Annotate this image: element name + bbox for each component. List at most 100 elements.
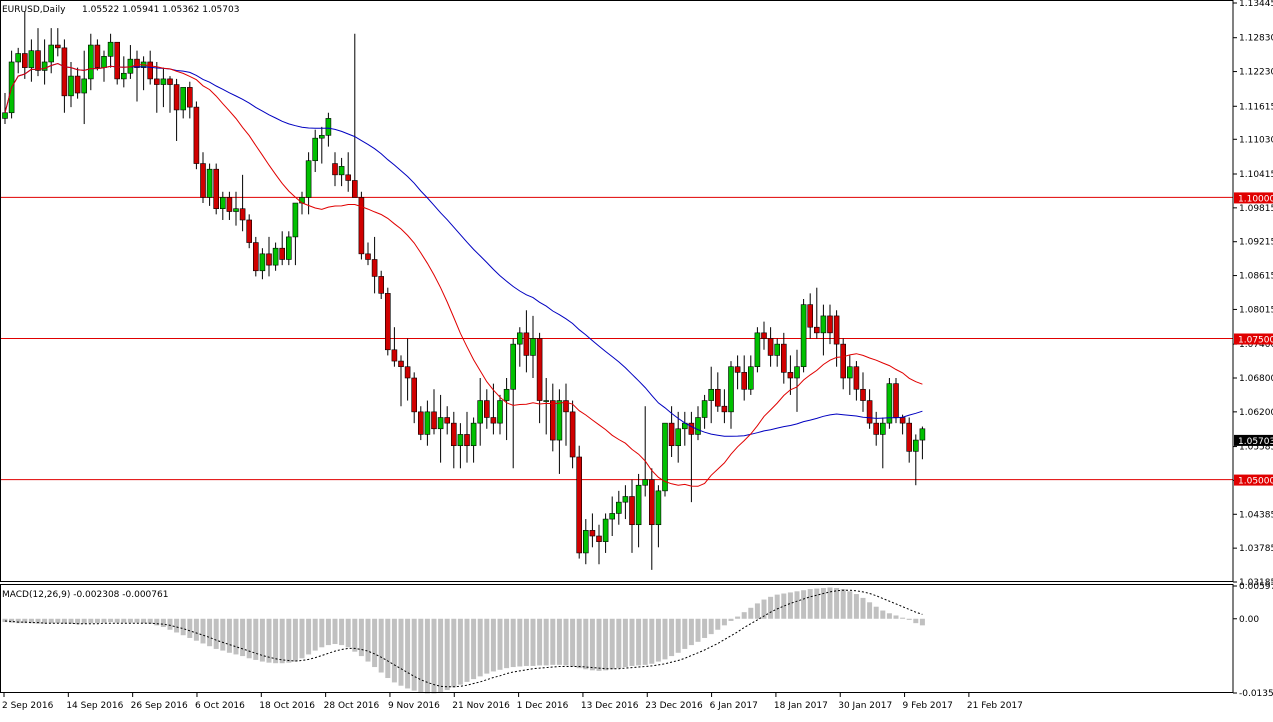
bull-candle[interactable] bbox=[656, 491, 661, 525]
bear-candle[interactable] bbox=[861, 389, 866, 400]
bear-candle[interactable] bbox=[590, 530, 595, 536]
bear-candle[interactable] bbox=[36, 51, 41, 71]
bull-candle[interactable] bbox=[729, 367, 734, 412]
bear-candle[interactable] bbox=[451, 423, 456, 446]
bull-candle[interactable] bbox=[102, 56, 107, 67]
bear-candle[interactable] bbox=[874, 423, 879, 434]
bear-candle[interactable] bbox=[352, 180, 357, 197]
bear-candle[interactable] bbox=[570, 412, 575, 457]
bear-candle[interactable] bbox=[412, 378, 417, 412]
bull-candle[interactable] bbox=[610, 513, 615, 519]
bull-candle[interactable] bbox=[795, 367, 800, 378]
bull-candle[interactable] bbox=[458, 434, 463, 445]
bear-candle[interactable] bbox=[280, 248, 285, 259]
bull-candle[interactable] bbox=[306, 161, 311, 198]
bull-candle[interactable] bbox=[775, 344, 780, 355]
bear-candle[interactable] bbox=[247, 220, 252, 243]
bull-candle[interactable] bbox=[108, 42, 113, 56]
bull-candle[interactable] bbox=[643, 480, 648, 486]
bear-candle[interactable] bbox=[148, 62, 153, 79]
bull-candle[interactable] bbox=[557, 401, 562, 441]
bear-candle[interactable] bbox=[491, 417, 496, 423]
bull-candle[interactable] bbox=[504, 389, 509, 400]
bull-candle[interactable] bbox=[709, 389, 714, 400]
bear-candle[interactable] bbox=[537, 338, 542, 400]
bull-candle[interactable] bbox=[821, 316, 826, 333]
bear-candle[interactable] bbox=[742, 372, 747, 389]
bull-candle[interactable] bbox=[623, 497, 628, 503]
bear-candle[interactable] bbox=[689, 423, 694, 434]
bear-candle[interactable] bbox=[346, 175, 351, 181]
bear-candle[interactable] bbox=[445, 417, 450, 423]
bear-candle[interactable] bbox=[828, 316, 833, 333]
bull-candle[interactable] bbox=[702, 401, 707, 418]
bear-candle[interactable] bbox=[669, 423, 674, 446]
bear-candle[interactable] bbox=[524, 333, 529, 356]
bear-candle[interactable] bbox=[392, 350, 397, 361]
bull-candle[interactable] bbox=[425, 412, 430, 435]
bear-candle[interactable] bbox=[201, 164, 206, 198]
bear-candle[interactable] bbox=[22, 54, 27, 68]
bear-candle[interactable] bbox=[333, 164, 338, 175]
bull-candle[interactable] bbox=[207, 169, 212, 197]
bear-candle[interactable] bbox=[115, 42, 120, 79]
bear-candle[interactable] bbox=[253, 243, 258, 271]
bull-candle[interactable] bbox=[531, 338, 536, 355]
bull-candle[interactable] bbox=[339, 166, 344, 174]
bear-candle[interactable] bbox=[907, 423, 912, 451]
bear-candle[interactable] bbox=[399, 361, 404, 367]
bear-candle[interactable] bbox=[550, 401, 555, 441]
bear-candle[interactable] bbox=[577, 457, 582, 553]
bear-candle[interactable] bbox=[418, 412, 423, 435]
bull-candle[interactable] bbox=[471, 423, 476, 446]
bear-candle[interactable] bbox=[854, 367, 859, 390]
bear-candle[interactable] bbox=[432, 412, 437, 429]
bull-candle[interactable] bbox=[326, 118, 331, 135]
bull-candle[interactable] bbox=[293, 203, 298, 237]
bull-candle[interactable] bbox=[438, 417, 443, 428]
bull-candle[interactable] bbox=[748, 367, 753, 390]
bull-candle[interactable] bbox=[181, 87, 186, 110]
bear-candle[interactable] bbox=[135, 59, 140, 67]
bear-candle[interactable] bbox=[900, 417, 905, 423]
bear-candle[interactable] bbox=[808, 305, 813, 328]
bear-candle[interactable] bbox=[894, 384, 899, 418]
bear-candle[interactable] bbox=[867, 401, 872, 424]
bull-candle[interactable] bbox=[801, 305, 806, 367]
bear-candle[interactable] bbox=[55, 45, 60, 48]
bull-candle[interactable] bbox=[16, 54, 21, 62]
bull-candle[interactable] bbox=[29, 51, 34, 68]
bear-candle[interactable] bbox=[781, 344, 786, 372]
bull-candle[interactable] bbox=[161, 79, 166, 85]
bear-candle[interactable] bbox=[379, 276, 384, 293]
bull-candle[interactable] bbox=[3, 113, 8, 119]
bear-candle[interactable] bbox=[484, 401, 489, 418]
bull-candle[interactable] bbox=[696, 417, 701, 434]
bull-candle[interactable] bbox=[234, 209, 239, 212]
bear-candle[interactable] bbox=[385, 293, 390, 349]
bull-candle[interactable] bbox=[517, 333, 522, 344]
bull-candle[interactable] bbox=[273, 248, 278, 265]
bear-candle[interactable] bbox=[788, 372, 793, 378]
bull-candle[interactable] bbox=[313, 138, 318, 161]
bear-candle[interactable] bbox=[240, 209, 245, 220]
bull-candle[interactable] bbox=[121, 73, 126, 79]
bull-candle[interactable] bbox=[755, 333, 760, 367]
bear-candle[interactable] bbox=[841, 344, 846, 378]
bull-candle[interactable] bbox=[319, 135, 324, 138]
bull-candle[interactable] bbox=[616, 502, 621, 513]
bear-candle[interactable] bbox=[154, 79, 159, 85]
bull-candle[interactable] bbox=[544, 401, 549, 402]
bull-candle[interactable] bbox=[636, 485, 641, 525]
bear-candle[interactable] bbox=[762, 333, 767, 339]
bear-candle[interactable] bbox=[814, 327, 819, 333]
bull-candle[interactable] bbox=[300, 197, 305, 203]
bull-candle[interactable] bbox=[69, 76, 74, 96]
bear-candle[interactable] bbox=[405, 367, 410, 378]
bull-candle[interactable] bbox=[511, 344, 516, 389]
bear-candle[interactable] bbox=[168, 79, 173, 85]
bear-candle[interactable] bbox=[597, 536, 602, 542]
bear-candle[interactable] bbox=[62, 48, 67, 96]
bull-candle[interactable] bbox=[913, 440, 918, 451]
